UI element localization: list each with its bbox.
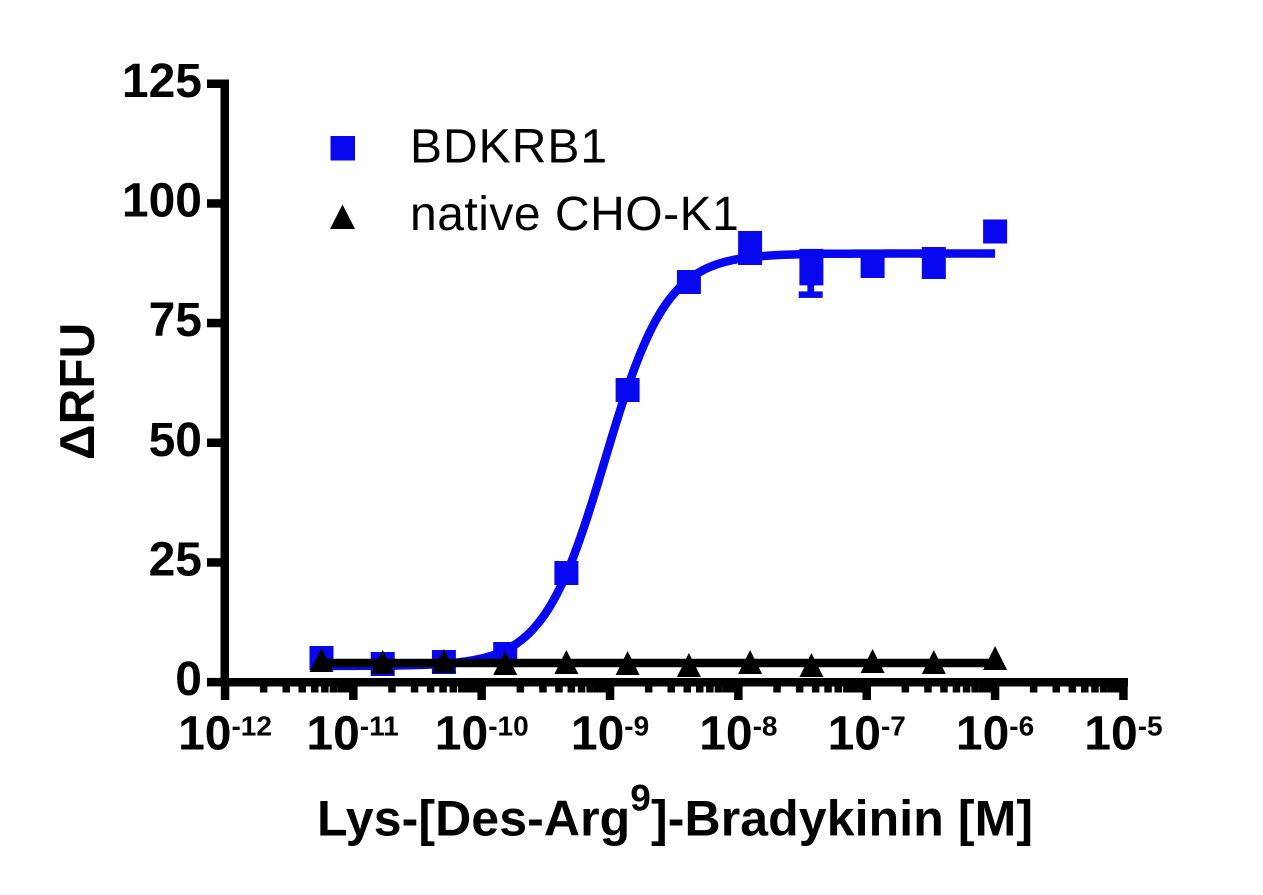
svg-text:50: 50	[149, 414, 202, 467]
svg-text:BDKRB1: BDKRB1	[410, 121, 608, 174]
svg-text:10-7: 10-7	[828, 707, 906, 760]
svg-text:0: 0	[175, 653, 202, 706]
svg-text:native CHO-K1: native CHO-K1	[410, 188, 739, 241]
svg-text:125: 125	[122, 55, 202, 108]
svg-text:100: 100	[122, 174, 202, 227]
svg-text:ΔRFU: ΔRFU	[50, 323, 105, 460]
svg-text:25: 25	[149, 533, 202, 586]
svg-text:75: 75	[149, 294, 202, 347]
svg-text:10-11: 10-11	[306, 707, 398, 760]
